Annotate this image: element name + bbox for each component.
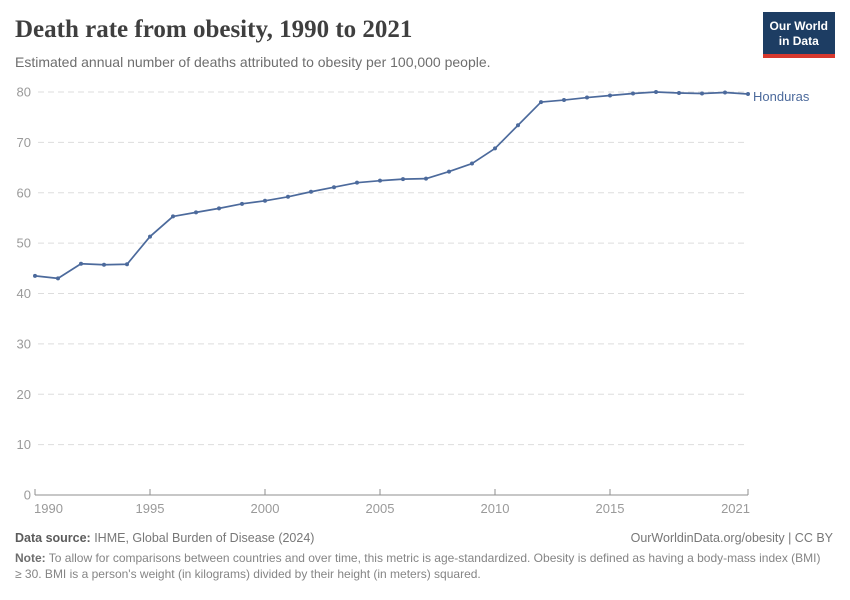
data-point[interactable] <box>608 93 612 98</box>
data-point[interactable] <box>723 90 727 95</box>
data-point[interactable] <box>746 92 750 97</box>
data-line-honduras[interactable] <box>34 91 749 280</box>
data-point[interactable] <box>79 261 83 266</box>
data-point[interactable] <box>263 198 267 203</box>
data-point[interactable] <box>217 206 221 211</box>
data-point[interactable] <box>585 95 589 100</box>
page-title: Death rate from obesity, 1990 to 2021 <box>15 16 413 43</box>
data-source-value: IHME, Global Burden of Disease (2024) <box>90 531 315 545</box>
source-row: Data source: IHME, Global Burden of Dise… <box>15 531 833 545</box>
footnote-label: Note: <box>15 551 46 565</box>
x-tick-label: 1990 <box>34 501 63 516</box>
data-point[interactable] <box>33 273 37 278</box>
data-point[interactable] <box>171 214 175 219</box>
data-point[interactable] <box>447 169 451 174</box>
data-source: Data source: IHME, Global Burden of Dise… <box>15 531 314 545</box>
data-point[interactable] <box>309 189 313 194</box>
data-point[interactable] <box>194 210 198 215</box>
data-point[interactable] <box>493 146 497 151</box>
y-tick-label: 10 <box>17 437 31 452</box>
data-point[interactable] <box>355 180 359 185</box>
data-point[interactable] <box>125 262 129 267</box>
data-point[interactable] <box>286 194 290 199</box>
data-point[interactable] <box>148 234 152 239</box>
owid-logo-line2: in Data <box>778 34 819 48</box>
y-tick-label: 70 <box>17 135 31 150</box>
data-point[interactable] <box>470 161 474 166</box>
y-tick-label: 50 <box>17 236 31 251</box>
data-point[interactable] <box>56 276 60 281</box>
data-point[interactable] <box>654 90 658 94</box>
y-tick-label: 20 <box>17 387 31 402</box>
data-point[interactable] <box>332 185 336 190</box>
x-tick-label: 2021 <box>721 501 750 516</box>
data-point[interactable] <box>700 91 704 96</box>
owid-logo-line1: Our World <box>769 19 828 33</box>
x-tick-label: 2005 <box>366 501 395 516</box>
data-point[interactable] <box>424 176 428 181</box>
y-tick-label: 60 <box>17 185 31 200</box>
data-point[interactable] <box>631 91 635 96</box>
data-point[interactable] <box>516 123 520 128</box>
footnote-text: To allow for comparisons between countri… <box>15 551 821 581</box>
x-tick-label: 2010 <box>481 501 510 516</box>
data-point[interactable] <box>240 201 244 206</box>
y-tick-label: 0 <box>24 488 31 503</box>
y-tick-label: 40 <box>17 286 31 301</box>
data-point[interactable] <box>102 262 106 267</box>
owid-license-link[interactable]: OurWorldinData.org/obesity | CC BY <box>630 531 833 545</box>
series-label-honduras[interactable]: Honduras <box>753 89 810 104</box>
x-tick-label: 2000 <box>251 501 280 516</box>
footnote: Note: To allow for comparisons between c… <box>15 551 827 582</box>
data-point[interactable] <box>378 178 382 183</box>
owid-logo[interactable]: Our World in Data <box>762 12 835 58</box>
y-tick-label: 80 <box>17 85 31 100</box>
data-point[interactable] <box>562 98 566 103</box>
data-point[interactable] <box>539 100 543 105</box>
data-point[interactable] <box>401 177 405 182</box>
y-tick-label: 30 <box>17 336 31 351</box>
page-subtitle: Estimated annual number of deaths attrib… <box>15 54 491 70</box>
data-point[interactable] <box>677 91 681 96</box>
x-tick-label: 1995 <box>136 501 165 516</box>
data-source-label: Data source: <box>15 531 91 545</box>
x-tick-label: 2015 <box>596 501 625 516</box>
